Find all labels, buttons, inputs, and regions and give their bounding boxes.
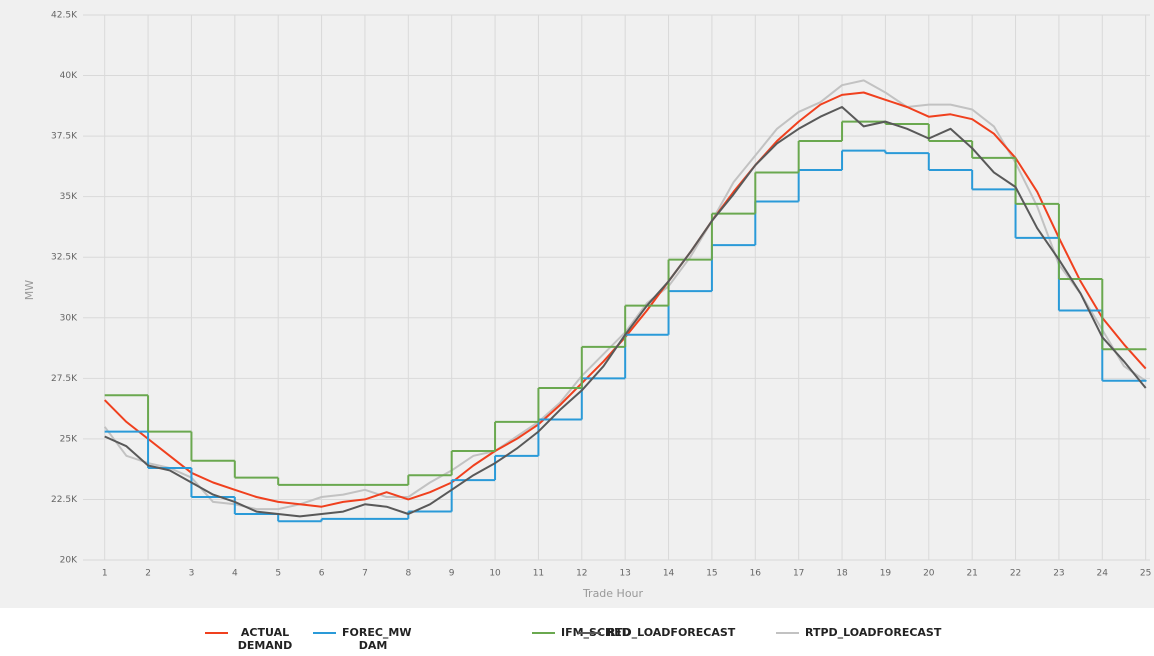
x-tick-label: 21	[966, 569, 977, 579]
x-tick-label: 25	[1140, 569, 1151, 579]
x-tick-label: 5	[275, 569, 281, 579]
y-tick-label: 35K	[60, 192, 78, 202]
x-tick-label: 13	[619, 569, 630, 579]
x-axis-title: Trade Hour	[582, 587, 644, 600]
y-tick-label: 22.5K	[51, 495, 78, 505]
legend-item[interactable]: ACTUAL DEMAND	[205, 626, 296, 652]
legend-label: RTPD_LOADFORECAST	[805, 626, 942, 639]
legend-item[interactable]: RTPD_LOADFORECAST	[776, 626, 942, 639]
legend-swatch	[313, 632, 336, 634]
x-tick-label: 8	[405, 569, 411, 579]
y-tick-label: 42.5K	[51, 11, 78, 21]
y-tick-label: 37.5K	[51, 132, 78, 142]
x-tick-label: 23	[1053, 569, 1064, 579]
x-tick-label: 2	[145, 569, 151, 579]
x-tick-label: 9	[449, 569, 455, 579]
x-tick-label: 18	[836, 569, 848, 579]
x-tick-label: 10	[489, 569, 501, 579]
x-tick-label: 3	[189, 569, 195, 579]
step-end	[1144, 379, 1147, 382]
series-line	[104, 106, 1147, 518]
x-tick-label: 19	[880, 569, 892, 579]
x-tick-label: 1	[102, 569, 108, 579]
x-tick-label: 15	[706, 569, 717, 579]
x-tick-label: 6	[319, 569, 325, 579]
legend-label: ACTUAL DEMAND	[237, 626, 293, 652]
x-tick-label: 4	[232, 569, 238, 579]
legend-label: FOREC_MW DAM	[342, 626, 412, 652]
y-tick-label: 25K	[60, 434, 78, 444]
x-tick-label: 14	[663, 569, 675, 579]
x-tick-label: 7	[362, 569, 368, 579]
legend-swatch	[578, 632, 601, 634]
y-tick-label: 20K	[60, 556, 78, 566]
x-tick-label: 22	[1010, 569, 1021, 579]
legend-item[interactable]: FOREC_MW DAM	[313, 626, 412, 652]
chart: MW Trade Hour 20K22.5K25K27.5K30K32.5K35…	[0, 0, 1154, 608]
x-tick-label: 16	[750, 569, 762, 579]
legend-item[interactable]: RTD_LOADFORECAST	[578, 626, 736, 639]
legend: ACTUAL DEMAND FOREC_MW DAM IFM_SCHED RTD_LO…	[0, 622, 1154, 656]
y-tick-label: 27.5K	[51, 374, 78, 384]
plot-background	[0, 0, 1154, 608]
x-tick-label: 20	[923, 569, 935, 579]
step-end	[1144, 348, 1147, 351]
legend-swatch	[205, 632, 228, 634]
y-tick-label: 30K	[60, 313, 78, 323]
x-tick-label: 24	[1097, 569, 1109, 579]
x-tick-label: 12	[576, 569, 587, 579]
y-tick-label: 40K	[60, 71, 78, 81]
y-axis-title: MW	[23, 280, 36, 300]
y-tick-label: 32.5K	[51, 253, 78, 263]
x-tick-label: 17	[793, 569, 804, 579]
legend-swatch	[776, 632, 799, 634]
legend-label: RTD_LOADFORECAST	[607, 626, 736, 639]
legend-swatch	[532, 632, 555, 634]
x-tick-label: 11	[533, 569, 544, 579]
